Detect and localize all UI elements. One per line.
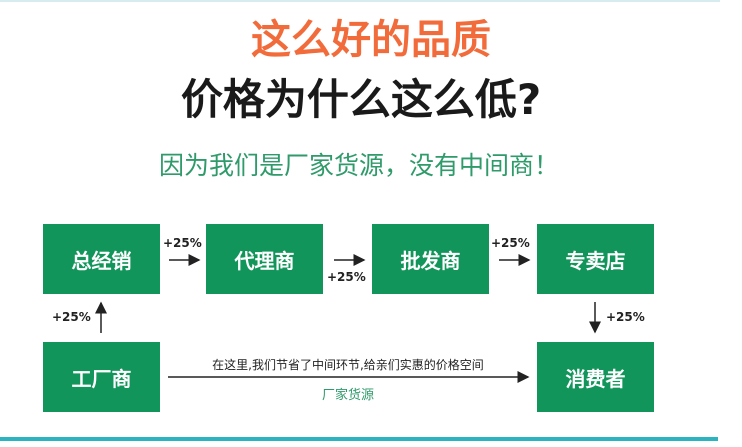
node-agent: 代理商: [206, 224, 323, 294]
node-label: 总经销: [71, 248, 132, 273]
markup-wholesaler-to-store: +25%: [491, 236, 530, 250]
headline: 这么好的品质: [251, 17, 491, 63]
direct-path-note: 在这里,我们节省了中间环节,给亲们实惠的价格空间: [212, 358, 484, 372]
node-label: 工厂商: [71, 366, 132, 391]
node-label: 专卖店: [565, 248, 626, 273]
bottom-divider: [0, 437, 718, 441]
subtitle: 因为我们是厂家货源，没有中间商！: [158, 151, 559, 180]
markup-factory-to-general: +25%: [52, 310, 91, 324]
node-wholesaler: 批发商: [372, 224, 489, 294]
direct-path-label: 厂家货源: [321, 388, 374, 403]
node-store: 专卖店: [537, 224, 654, 294]
markup-agent-to-wholesaler: +25%: [327, 270, 366, 284]
markup-general-to-agent: +25%: [163, 236, 202, 250]
node-factory: 工厂商: [43, 342, 160, 412]
question-title: 价格为什么这么低?: [180, 75, 542, 124]
node-label: 消费者: [565, 366, 626, 391]
node-consumer: 消费者: [537, 342, 654, 412]
markup-store-to-consumer: +25%: [606, 310, 645, 324]
top-divider: [0, 0, 720, 2]
node-label: 代理商: [234, 248, 295, 273]
node-general-distributor: 总经销: [43, 224, 160, 294]
node-label: 批发商: [400, 248, 461, 273]
